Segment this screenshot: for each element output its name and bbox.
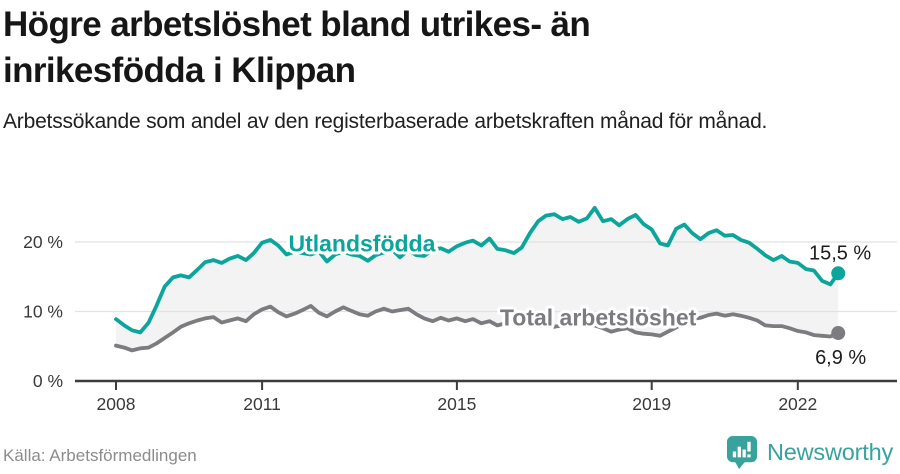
- band-between-series: [116, 207, 839, 351]
- y-tick-label: 20 %: [23, 232, 63, 252]
- source-note: Källa: Arbetsförmedlingen: [3, 446, 197, 465]
- y-tick-label: 0 %: [33, 371, 63, 391]
- chart-subtitle: Arbetssökande som andel av den registerb…: [3, 110, 768, 133]
- newsworthy-bubble-chart-icon: [726, 435, 758, 469]
- series-line-utlandsfodda: [114, 205, 841, 335]
- band-fill: [116, 207, 839, 351]
- x-tick-label: 2008: [97, 394, 136, 414]
- series-line-total: [114, 303, 841, 353]
- x-tick-label: 2011: [243, 394, 281, 414]
- series-lines: [114, 205, 841, 353]
- x-tick-label: 2022: [778, 394, 817, 414]
- y-tick-label: 10 %: [23, 302, 63, 322]
- series-end-value-label: 6,9 %: [815, 347, 866, 369]
- header: Högre arbetslöshet bland utrikes- än inr…: [3, 2, 767, 137]
- series-inline-label: Utlandsfödda: [288, 231, 435, 257]
- x-axis: 2008 2011 2015 2019 2022: [75, 379, 897, 414]
- newsworthy-logo: Newsworthy: [726, 435, 893, 469]
- x-tick-label: 2019: [632, 394, 671, 414]
- newsworthy-wordmark: Newsworthy: [767, 438, 893, 465]
- series-end-value-label: 15,5 %: [809, 242, 871, 264]
- chart-title: Högre arbetslöshet bland utrikes- än inr…: [3, 5, 591, 90]
- series-end-dots: [831, 266, 846, 341]
- x-tick-label: 2015: [437, 394, 476, 414]
- series-end-dot: [831, 266, 846, 281]
- chart-labels: Utlandsfödda 15,5 % Total arbetslöshet 6,9 …: [285, 228, 871, 369]
- series-inline-label: Total arbetslöshet: [500, 304, 697, 330]
- series-end-dot: [831, 326, 846, 341]
